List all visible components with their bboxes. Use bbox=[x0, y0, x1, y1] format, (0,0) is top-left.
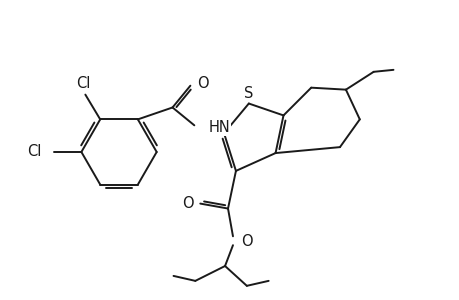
Text: O: O bbox=[197, 76, 208, 91]
Text: S: S bbox=[244, 86, 253, 101]
Text: Cl: Cl bbox=[76, 76, 90, 91]
Text: HN: HN bbox=[208, 120, 230, 135]
Text: Cl: Cl bbox=[28, 145, 42, 160]
Text: O: O bbox=[241, 234, 252, 249]
Text: O: O bbox=[181, 196, 193, 211]
